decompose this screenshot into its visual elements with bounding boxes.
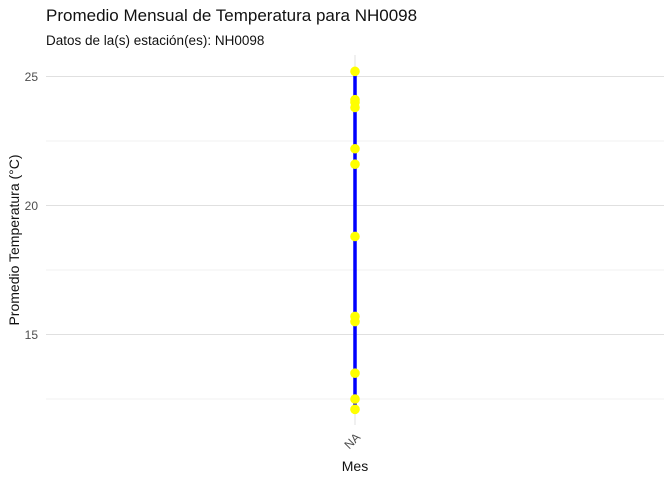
data-point: [350, 159, 360, 170]
axis-labels-layer: 15 20 25 NA Mes Promedio Temperatura (°C): [6, 70, 368, 474]
data-point: [350, 394, 360, 404]
data-points-layer: [350, 66, 360, 415]
chart-subtitle: Datos de la(s) estación(es): NH0098: [46, 33, 265, 48]
data-point: [350, 94, 360, 105]
x-tick-label: NA: [341, 430, 363, 452]
y-tick-label: 15: [25, 328, 39, 342]
data-point: [350, 143, 360, 154]
chart-title: Promedio Mensual de Temperatura para NH0…: [46, 6, 418, 25]
y-tick-label: 25: [25, 70, 39, 84]
x-axis-title: Mes: [342, 458, 368, 474]
data-point: [350, 368, 360, 379]
data-point: [350, 404, 360, 415]
data-point: [350, 311, 360, 322]
data-point: [350, 231, 360, 242]
y-tick-label: 20: [25, 199, 39, 213]
y-axis-title: Promedio Temperatura (°C): [6, 154, 22, 325]
data-point: [350, 66, 360, 77]
